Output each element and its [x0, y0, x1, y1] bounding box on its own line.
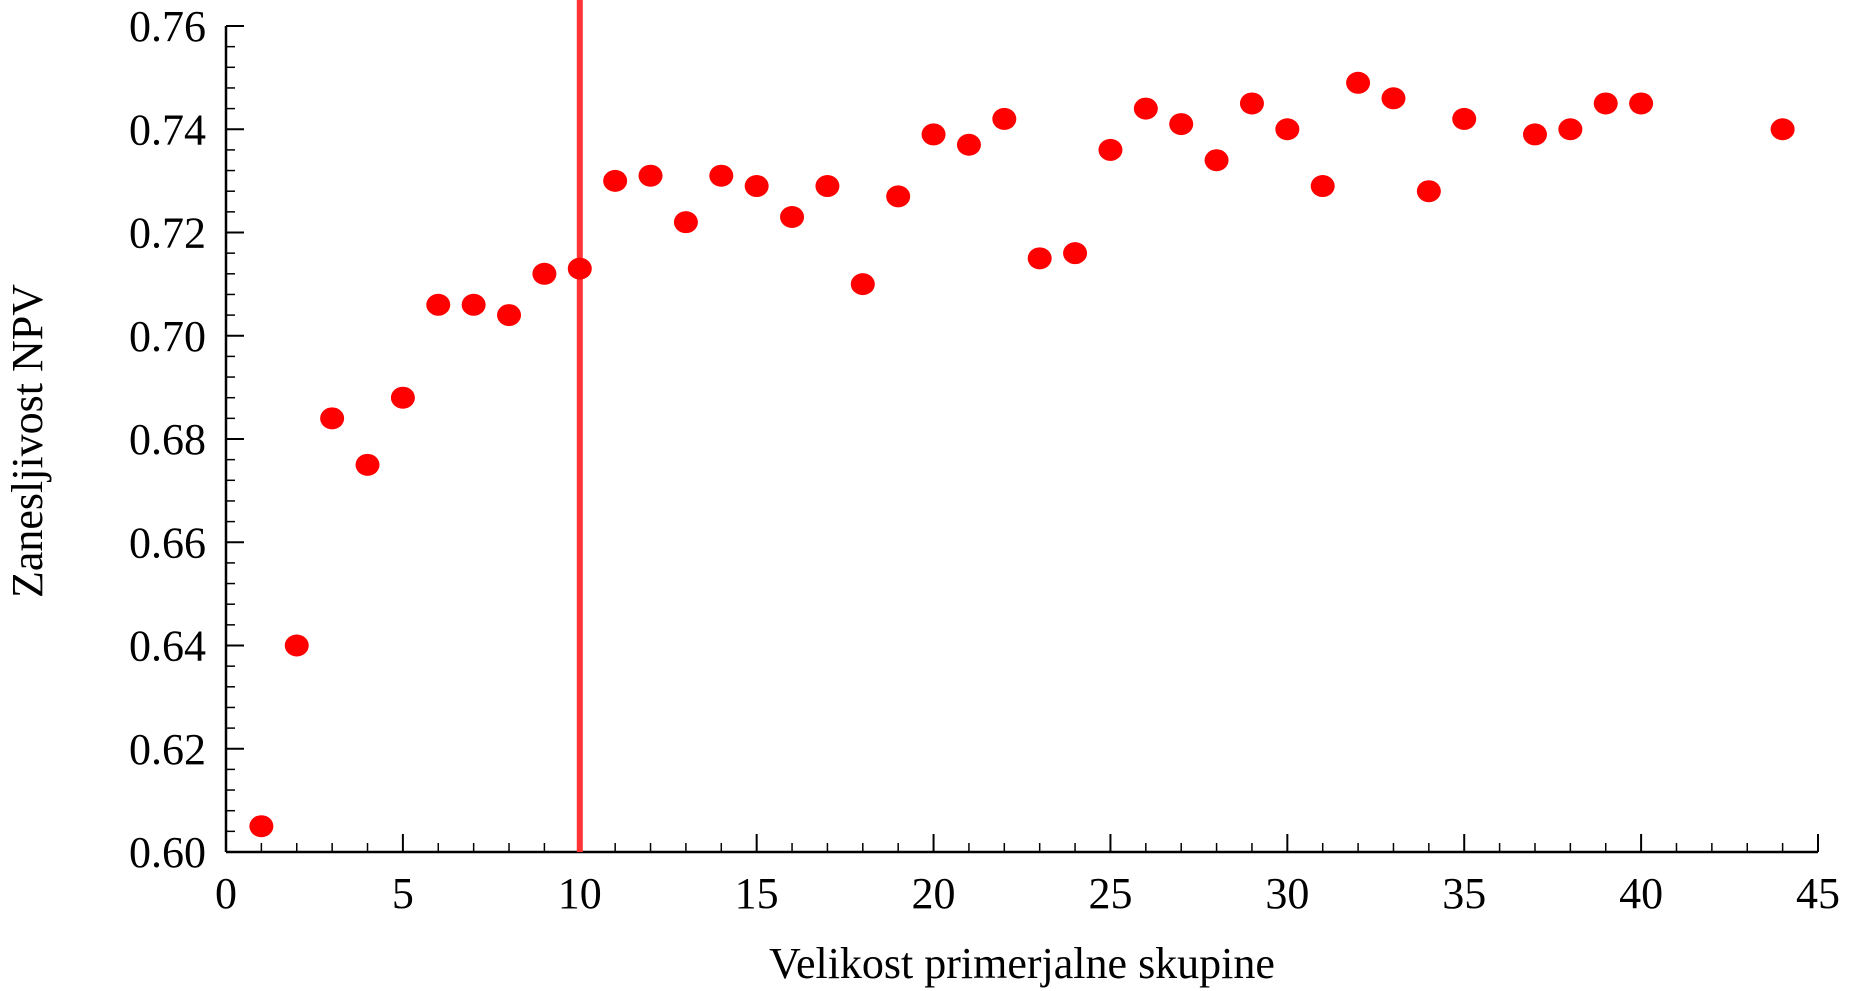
- data-point: [603, 169, 628, 192]
- data-point: [921, 123, 946, 146]
- x-tick-label: 45: [1796, 869, 1840, 918]
- x-tick-label: 35: [1442, 869, 1486, 918]
- data-point: [1275, 118, 1300, 141]
- data-point: [1310, 175, 1335, 198]
- x-tick-label: 20: [912, 869, 956, 918]
- data-point: [780, 206, 805, 229]
- data-point: [461, 293, 486, 316]
- data-point: [532, 262, 557, 285]
- data-point: [355, 453, 380, 476]
- data-point: [638, 164, 663, 187]
- data-point: [320, 407, 345, 430]
- y-tick-label: 0.72: [129, 209, 206, 258]
- data-point: [992, 107, 1017, 130]
- data-point: [1239, 92, 1264, 115]
- data-point: [1416, 180, 1441, 203]
- data-point: [1133, 97, 1158, 120]
- x-axis-title: Velikost primerjalne skupine: [769, 939, 1275, 988]
- ticks: [225, 25, 1819, 853]
- data-point: [886, 185, 911, 208]
- data-point: [744, 175, 769, 198]
- data-point: [497, 304, 522, 327]
- x-tick-label: 10: [558, 869, 602, 918]
- data-point: [1452, 107, 1477, 130]
- x-tick-label: 25: [1088, 869, 1132, 918]
- data-point: [1629, 92, 1654, 115]
- data-points: [249, 71, 1795, 838]
- data-point: [1593, 92, 1618, 115]
- data-point: [815, 175, 840, 198]
- data-point: [1522, 123, 1547, 146]
- data-point: [1558, 118, 1583, 141]
- data-point: [1381, 87, 1406, 110]
- data-point: [673, 211, 698, 234]
- data-point: [284, 634, 309, 657]
- y-tick-label: 0.62: [129, 725, 206, 774]
- data-point: [390, 386, 415, 409]
- x-tick-label: 5: [392, 869, 414, 918]
- y-tick-label: 0.60: [129, 828, 206, 877]
- x-tick-label: 30: [1265, 869, 1309, 918]
- x-tick-label: 0: [215, 869, 237, 918]
- data-point: [1169, 113, 1194, 136]
- y-tick-label: 0.74: [129, 105, 206, 154]
- y-tick-label: 0.76: [129, 2, 206, 51]
- data-point: [956, 133, 981, 156]
- data-point: [1770, 118, 1795, 141]
- data-point: [249, 815, 274, 838]
- data-point: [1346, 71, 1371, 94]
- y-tick-label: 0.64: [129, 622, 206, 671]
- axes: [224, 26, 1818, 854]
- data-point: [709, 164, 734, 187]
- data-point: [850, 273, 875, 296]
- y-tick-label: 0.66: [129, 518, 206, 567]
- data-point: [1204, 149, 1229, 172]
- y-tick-label: 0.68: [129, 415, 206, 464]
- data-point: [1063, 242, 1088, 265]
- tick-labels: 0 5 10 15 20 25 30 35 40 45 0.60 0.62 0.64 0.66 0.68 0.…: [129, 2, 1840, 918]
- y-tick-label: 0.70: [129, 312, 206, 361]
- x-tick-label: 40: [1619, 869, 1663, 918]
- y-axis-title: Zanesljivost NPV: [3, 284, 52, 598]
- x-tick-label: 15: [735, 869, 779, 918]
- data-point: [1098, 138, 1123, 161]
- data-point: [426, 293, 451, 316]
- data-point: [567, 257, 592, 280]
- data-point: [1027, 247, 1052, 270]
